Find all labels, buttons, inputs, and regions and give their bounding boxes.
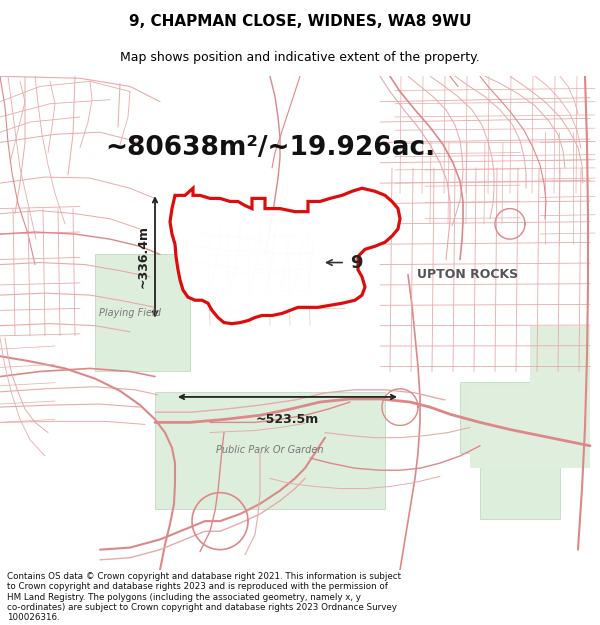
Polygon shape — [460, 382, 530, 453]
Text: UPTON ROCKS: UPTON ROCKS — [418, 268, 518, 281]
Text: ~336.4m: ~336.4m — [137, 226, 150, 289]
Text: Map shows position and indicative extent of the property.: Map shows position and indicative extent… — [120, 51, 480, 64]
Polygon shape — [170, 188, 400, 324]
Polygon shape — [470, 387, 590, 468]
Text: Contains OS data © Crown copyright and database right 2021. This information is : Contains OS data © Crown copyright and d… — [7, 572, 401, 581]
Polygon shape — [530, 326, 590, 407]
Text: co-ordinates) are subject to Crown copyright and database rights 2023 Ordnance S: co-ordinates) are subject to Crown copyr… — [7, 602, 397, 612]
Text: 9: 9 — [350, 254, 362, 271]
Text: 100026316.: 100026316. — [7, 613, 60, 622]
Text: to Crown copyright and database rights 2023 and is reproduced with the permissio: to Crown copyright and database rights 2… — [7, 582, 388, 591]
Text: Public Park Or Garden: Public Park Or Garden — [216, 445, 324, 455]
Polygon shape — [480, 458, 560, 519]
Polygon shape — [155, 392, 385, 509]
Text: HM Land Registry. The polygons (including the associated geometry, namely x, y: HM Land Registry. The polygons (includin… — [7, 592, 361, 601]
Text: 9, CHAPMAN CLOSE, WIDNES, WA8 9WU: 9, CHAPMAN CLOSE, WIDNES, WA8 9WU — [129, 14, 471, 29]
Text: ~523.5m: ~523.5m — [256, 413, 319, 426]
Text: ~80638m²/~19.926ac.: ~80638m²/~19.926ac. — [105, 134, 435, 161]
Text: Playing Field: Playing Field — [99, 309, 161, 319]
Polygon shape — [95, 254, 190, 371]
